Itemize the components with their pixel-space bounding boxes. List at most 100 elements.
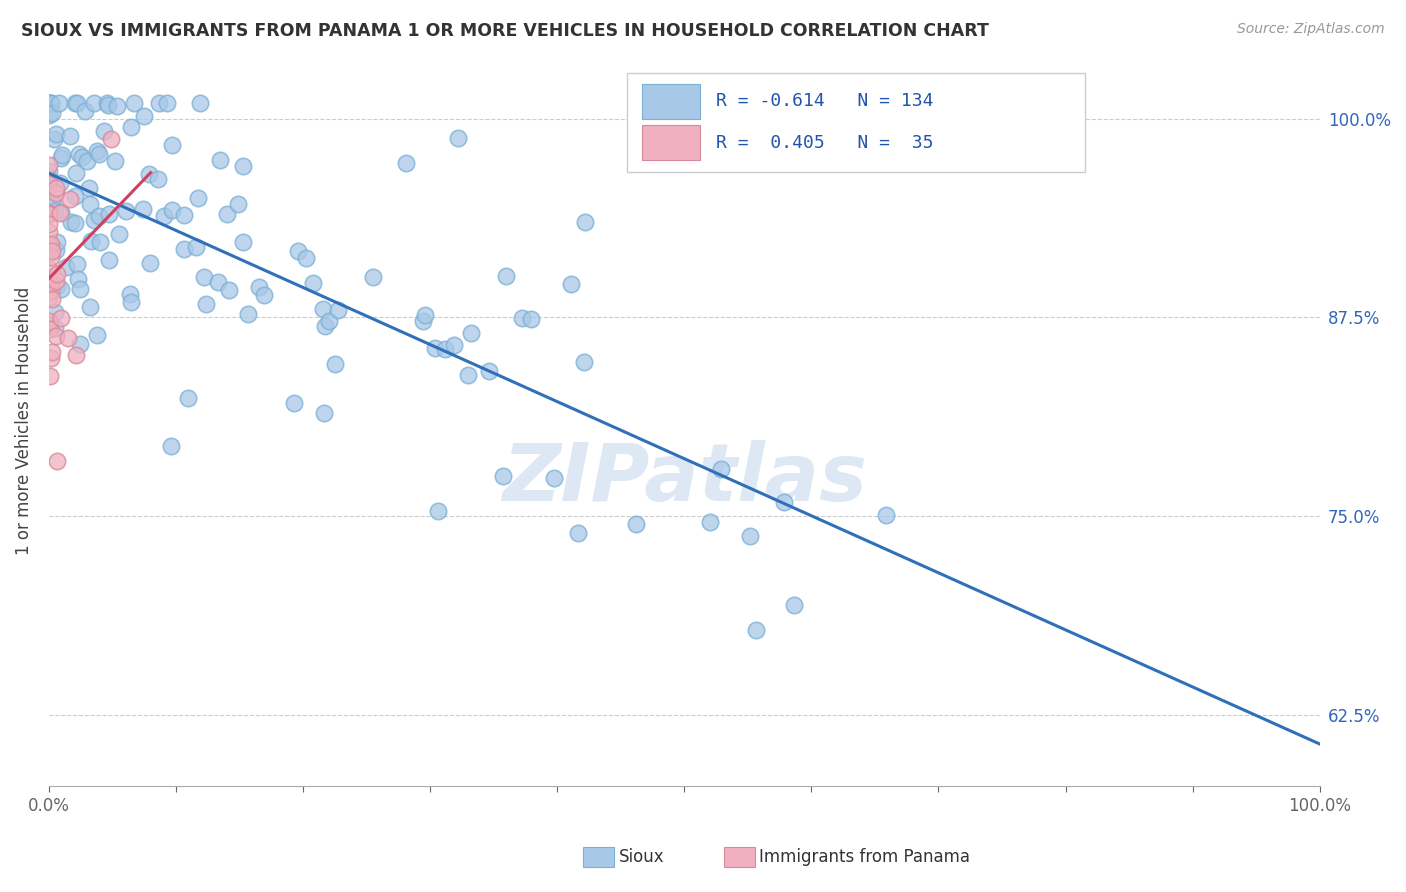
- Point: [38, 158, 60, 172]
- Point: [39, 95, 62, 110]
- Point: [79, 197, 101, 211]
- Point: [86, 144, 108, 158]
- Bar: [643, 125, 700, 161]
- Point: [314, 319, 336, 334]
- Text: R = -0.614   N = 134: R = -0.614 N = 134: [716, 92, 934, 111]
- Point: [45, 186, 67, 201]
- Point: [218, 283, 240, 297]
- Point: [63, 189, 86, 203]
- Point: [39, 284, 62, 298]
- Point: [38, 314, 60, 328]
- Point: [114, 204, 136, 219]
- Point: [41, 344, 63, 359]
- Point: [48, 176, 70, 190]
- Point: [76, 154, 98, 169]
- Point: [41, 293, 63, 307]
- Point: [41, 244, 63, 258]
- Point: [86, 328, 108, 343]
- Point: [38, 172, 60, 186]
- Point: [626, 517, 648, 532]
- Point: [460, 326, 482, 340]
- Point: [699, 515, 721, 529]
- Point: [38, 207, 60, 221]
- Point: [253, 287, 276, 301]
- Point: [41, 194, 63, 208]
- Text: SIOUX VS IMMIGRANTS FROM PANAMA 1 OR MORE VEHICLES IN HOUSEHOLD CORRELATION CHAR: SIOUX VS IMMIGRANTS FROM PANAMA 1 OR MOR…: [21, 22, 988, 40]
- Point: [512, 310, 534, 325]
- Point: [215, 207, 238, 221]
- Point: [447, 130, 470, 145]
- Point: [59, 128, 82, 143]
- Point: [323, 358, 346, 372]
- Point: [77, 180, 100, 194]
- Point: [69, 337, 91, 351]
- Point: [65, 348, 87, 362]
- Point: [51, 147, 73, 161]
- Point: [87, 209, 110, 223]
- Point: [39, 322, 62, 336]
- Point: [160, 138, 183, 153]
- Point: [543, 471, 565, 485]
- Point: [45, 244, 67, 258]
- Point: [38, 172, 60, 186]
- Point: [395, 156, 418, 170]
- Text: Source: ZipAtlas.com: Source: ZipAtlas.com: [1237, 22, 1385, 37]
- Point: [46, 454, 69, 468]
- Point: [184, 240, 207, 254]
- Point: [148, 95, 170, 110]
- Point: [45, 329, 67, 343]
- Point: [49, 151, 72, 165]
- Point: [45, 235, 67, 249]
- Point: [51, 205, 73, 219]
- Point: [56, 331, 79, 345]
- Point: [45, 274, 67, 288]
- Point: [38, 261, 60, 276]
- Point: [59, 192, 82, 206]
- Point: [783, 599, 806, 613]
- Point: [80, 234, 103, 248]
- Point: [567, 525, 589, 540]
- Point: [51, 282, 73, 296]
- Point: [283, 395, 305, 409]
- Point: [97, 98, 120, 112]
- Point: [156, 95, 179, 110]
- Point: [120, 286, 142, 301]
- Point: [83, 95, 105, 110]
- Point: [312, 406, 335, 420]
- Point: [45, 128, 67, 142]
- Point: [772, 494, 794, 508]
- Point: [39, 95, 62, 110]
- Point: [70, 150, 93, 164]
- Point: [41, 194, 63, 208]
- Text: Immigrants from Panama: Immigrants from Panama: [759, 848, 970, 866]
- Point: [328, 303, 350, 318]
- Point: [740, 529, 762, 543]
- Point: [560, 277, 582, 292]
- Point: [412, 314, 434, 328]
- Point: [318, 314, 340, 328]
- Point: [153, 209, 176, 223]
- Point: [138, 255, 160, 269]
- Point: [193, 270, 215, 285]
- FancyBboxPatch shape: [627, 73, 1084, 172]
- Point: [194, 296, 217, 310]
- Point: [232, 235, 254, 249]
- Point: [574, 215, 596, 229]
- Point: [44, 321, 66, 335]
- Point: [96, 95, 118, 110]
- Point: [160, 438, 183, 452]
- Point: [162, 202, 184, 217]
- Point: [148, 171, 170, 186]
- Point: [63, 216, 86, 230]
- Point: [209, 153, 232, 167]
- Point: [38, 207, 60, 221]
- Point: [55, 260, 77, 274]
- Point: [132, 109, 155, 123]
- Point: [287, 244, 309, 258]
- Point: [413, 308, 436, 322]
- Point: [478, 363, 501, 377]
- Point: [104, 153, 127, 168]
- Point: [236, 307, 259, 321]
- Point: [51, 311, 73, 326]
- Point: [207, 276, 229, 290]
